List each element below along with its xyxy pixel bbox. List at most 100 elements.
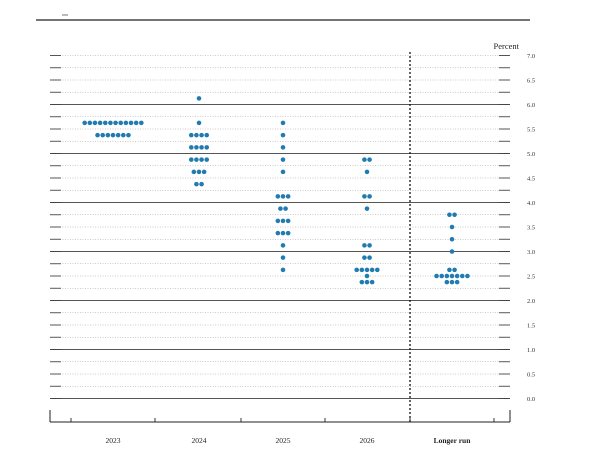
- dot: [87, 120, 93, 126]
- dot: [100, 132, 105, 138]
- dot: [280, 255, 286, 260]
- dot: [188, 132, 194, 138]
- x-category-label: 2026: [360, 436, 375, 445]
- dot: [447, 212, 452, 218]
- dot: [194, 145, 199, 150]
- dot: [280, 267, 286, 273]
- y-tick-label: 2.5: [527, 273, 535, 280]
- x-axis: [49, 410, 511, 423]
- x-category-labels: 2023 2024 2025 2026 Longer run: [106, 436, 472, 445]
- dot: [97, 120, 103, 126]
- y-tick-label: 4.0: [527, 200, 535, 207]
- dot: [449, 224, 455, 230]
- dot: [204, 157, 210, 162]
- dot: [194, 157, 199, 162]
- dot: [452, 212, 457, 218]
- dot: [115, 132, 121, 138]
- dot: [364, 206, 370, 211]
- dot: [196, 120, 202, 126]
- dot: [275, 194, 281, 199]
- dot: [280, 194, 286, 199]
- dot: [454, 279, 460, 285]
- x-category-label: 2023: [106, 436, 121, 445]
- dot: [278, 206, 283, 211]
- dot: [367, 255, 372, 260]
- dot: [354, 267, 360, 273]
- dot: [92, 120, 98, 126]
- dot: [375, 267, 380, 273]
- dot: [201, 169, 207, 175]
- dot: [439, 273, 445, 279]
- dot: [369, 267, 375, 273]
- dot: [444, 279, 450, 285]
- x-category-label: 2024: [192, 436, 207, 445]
- dot: [280, 243, 286, 248]
- dot: [139, 120, 144, 126]
- dot: [460, 273, 465, 279]
- y-tick-label: 5.0: [527, 151, 535, 158]
- dot: [199, 181, 204, 187]
- dot: [364, 273, 370, 279]
- dot: [364, 267, 370, 273]
- dot: [359, 267, 365, 273]
- dot: [102, 120, 108, 126]
- dot: [204, 132, 210, 138]
- dot: [362, 194, 367, 199]
- dot: [188, 157, 194, 162]
- dot: [449, 249, 455, 254]
- dot: [113, 120, 118, 126]
- dot: [434, 273, 439, 279]
- dot: [133, 120, 139, 126]
- x-category-label: 2025: [276, 436, 291, 445]
- x-category-label: Longer run: [434, 436, 472, 445]
- dots-layer: [82, 96, 470, 285]
- y-tick-label: 2.0: [527, 298, 535, 305]
- y-tick-label: 0.0: [527, 396, 535, 403]
- dot: [191, 169, 197, 175]
- dot: [280, 120, 286, 126]
- dot: [447, 267, 452, 273]
- dot: [199, 145, 204, 150]
- dot: [123, 120, 129, 126]
- dot: [280, 132, 286, 138]
- y-tick-label: 5.5: [527, 126, 535, 133]
- dot: [95, 132, 100, 138]
- y-tick-label: 1.5: [527, 322, 535, 329]
- y-tick-labels: 0.0 0.5 1.0 1.5 2.0 2.5 3.0 3.5 4.0 4.5 5.0 5.5 6.0 6…: [527, 53, 535, 403]
- dot: [199, 157, 204, 162]
- dot: [465, 273, 470, 279]
- dot: [283, 206, 288, 211]
- dot: [196, 96, 202, 101]
- y-tick-label: 1.0: [527, 347, 535, 354]
- dot: [194, 181, 199, 187]
- dot: [359, 279, 365, 285]
- dot: [105, 132, 111, 138]
- gridlines: [50, 55, 510, 399]
- dot: [280, 157, 286, 162]
- dot: [204, 145, 210, 150]
- dot: [367, 243, 372, 248]
- dot: [280, 218, 286, 224]
- dot: [369, 279, 375, 285]
- dot: [196, 169, 202, 175]
- dot: [367, 157, 372, 162]
- dot: [128, 120, 134, 126]
- dot: [362, 157, 367, 162]
- dot: [280, 230, 286, 236]
- dot: [280, 145, 286, 150]
- dot: [82, 120, 87, 126]
- y-tick-label: 4.5: [527, 175, 535, 182]
- dot: [449, 236, 455, 242]
- dot: [275, 218, 281, 224]
- y-tick-label: 3.5: [527, 224, 535, 231]
- dot: [194, 132, 199, 138]
- dot: [108, 120, 113, 126]
- y-axis-unit-label: Percent: [494, 41, 520, 51]
- y-tick-label: 0.5: [527, 371, 535, 378]
- dot: [452, 267, 457, 273]
- dot: [280, 169, 286, 175]
- dot: [275, 230, 281, 236]
- dot: [367, 194, 372, 199]
- dot: [199, 132, 204, 138]
